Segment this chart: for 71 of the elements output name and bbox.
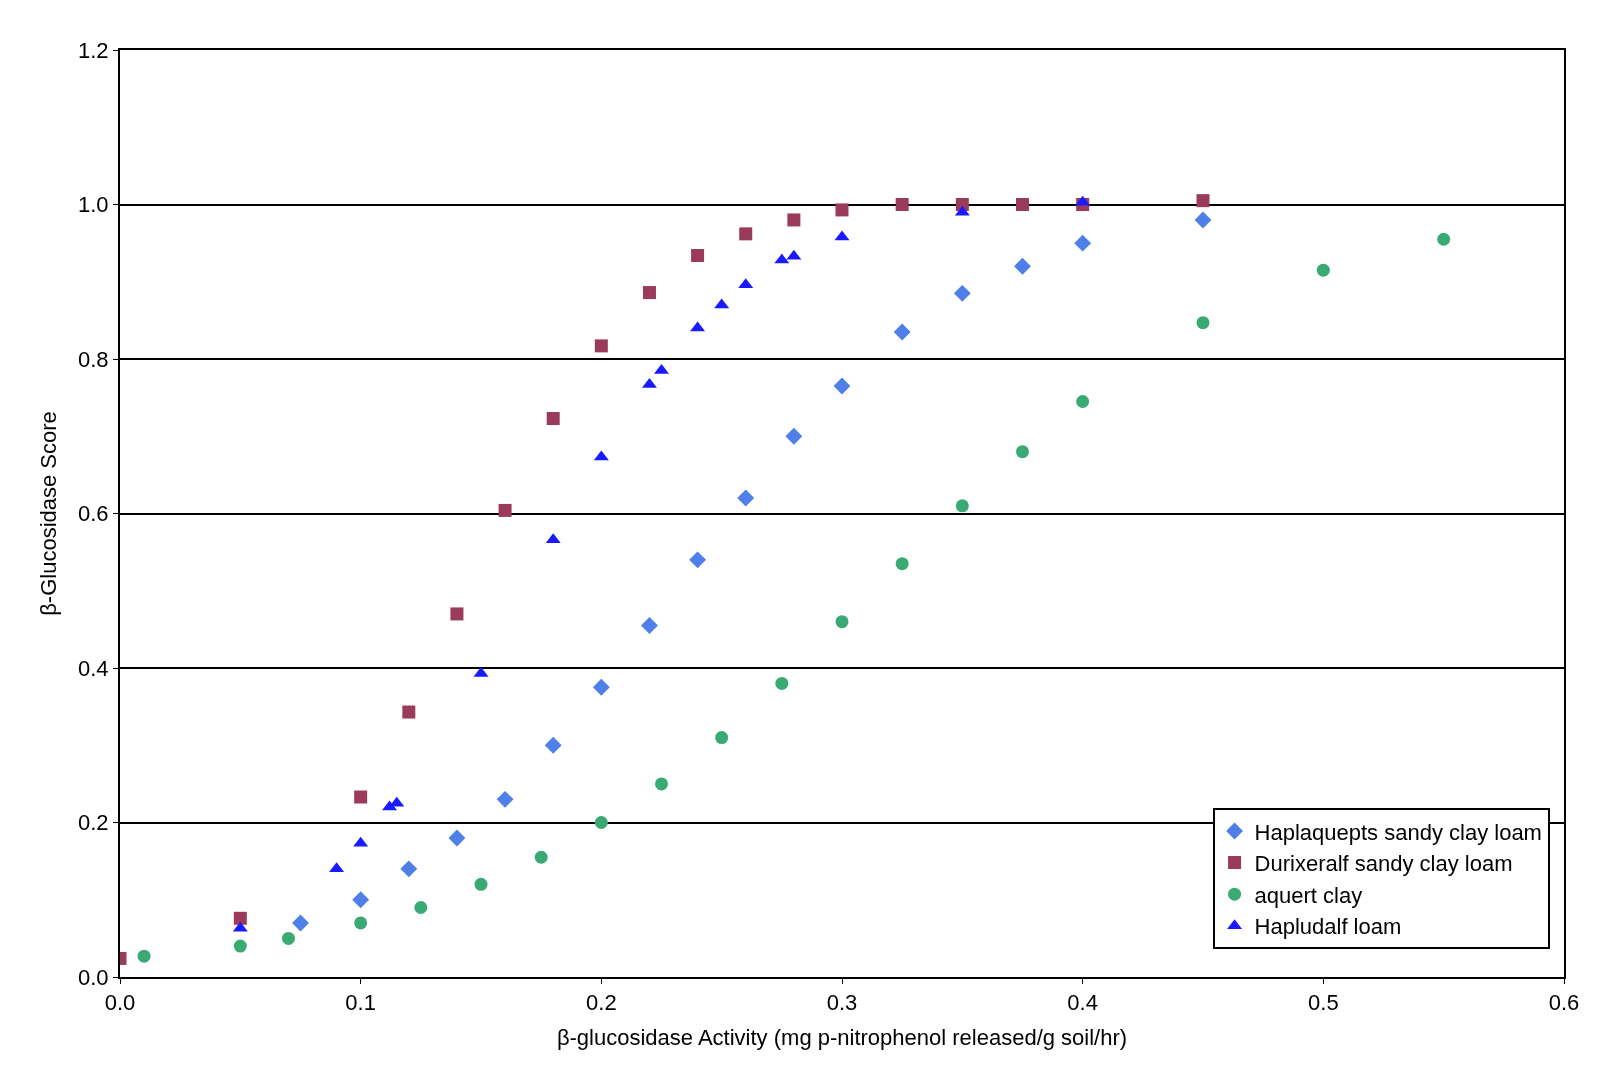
point [787, 213, 801, 227]
x-tick-label: 0.2 [586, 990, 617, 1016]
point [281, 931, 295, 945]
point [354, 916, 368, 930]
point [785, 427, 803, 445]
y-tick-label: 0.2 [78, 810, 109, 836]
x-tick-label: 0.1 [345, 990, 376, 1016]
point [737, 489, 755, 507]
y-tick-label: 1.2 [78, 37, 109, 63]
legend-label: Hapludalf loam [1254, 914, 1402, 940]
point [594, 816, 608, 829]
x-tick-label: 0.0 [104, 990, 136, 1016]
point [1016, 445, 1029, 459]
legend-label: aquert clay [1254, 882, 1363, 908]
point [1437, 232, 1451, 246]
point [1194, 211, 1212, 229]
y-tick-label: 0.4 [78, 655, 109, 681]
x-tick-label: 0.5 [1308, 990, 1339, 1016]
point [835, 615, 849, 629]
point [893, 323, 911, 341]
x-tick-label: 0.6 [1548, 990, 1580, 1016]
point [835, 203, 849, 217]
point [544, 736, 562, 754]
point [400, 860, 418, 878]
point [448, 829, 466, 847]
point [354, 790, 368, 804]
point [953, 284, 971, 302]
point [739, 227, 753, 241]
point [352, 891, 370, 909]
point [498, 503, 512, 517]
x-axis-title: β-glucosidase Activity (mg p-nitrophenol released/g soil/hr) [556, 1024, 1128, 1050]
point [292, 914, 309, 932]
point [474, 877, 488, 891]
point [895, 198, 909, 211]
point [233, 939, 247, 953]
point [546, 411, 560, 425]
point [1196, 316, 1210, 330]
x-tick-label: 0.4 [1067, 990, 1098, 1016]
point [1196, 194, 1210, 208]
y-tick-label: 0.0 [78, 964, 109, 990]
point [1014, 257, 1031, 275]
point [402, 705, 416, 719]
point [594, 339, 608, 353]
y-tick-label: 1.0 [78, 192, 109, 218]
point [833, 377, 851, 395]
legend-label: Durixeralf sandy clay loam [1254, 851, 1513, 877]
y-tick-label: 0.8 [78, 346, 109, 372]
point [1316, 263, 1330, 277]
point [137, 949, 151, 963]
point [1076, 394, 1090, 408]
point [641, 617, 658, 634]
point [1074, 234, 1092, 252]
point [592, 678, 610, 696]
point [233, 911, 247, 925]
point [895, 557, 909, 571]
point [715, 731, 729, 745]
point [642, 286, 656, 300]
point [775, 676, 789, 690]
point [689, 551, 707, 569]
legend-label: Haplaquepts sandy clay loam [1254, 819, 1542, 845]
point [691, 248, 705, 262]
x-tick-label: 0.3 [826, 990, 858, 1016]
point [414, 900, 428, 914]
point [450, 607, 464, 621]
y-axis-title: β-Glucosidase Score [36, 411, 62, 616]
point [1016, 198, 1029, 211]
point [955, 499, 969, 513]
point [534, 850, 548, 864]
y-tick-label: 0.6 [78, 501, 109, 527]
point [655, 777, 668, 791]
point [496, 790, 514, 808]
